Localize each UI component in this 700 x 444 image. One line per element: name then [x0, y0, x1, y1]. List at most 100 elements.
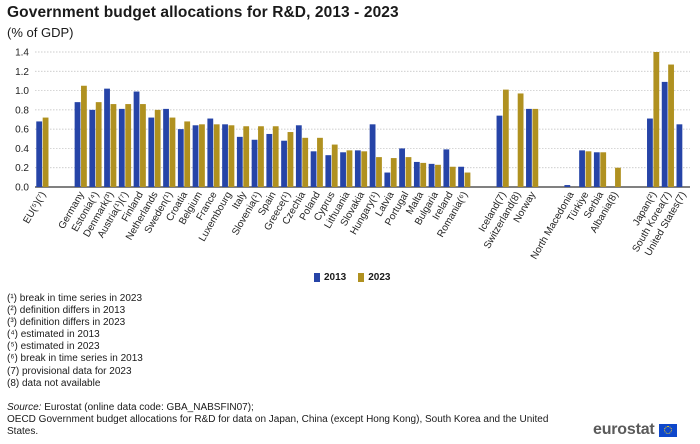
bar-2013: [177, 129, 184, 187]
bar-2023: [243, 126, 250, 187]
bar-2023: [435, 164, 441, 187]
bar-2013: [564, 185, 571, 187]
eu-flag-icon: [658, 423, 677, 437]
source-line-2: OECD Government budget allocations for R…: [7, 414, 549, 438]
bar-2023: [213, 124, 220, 187]
bar-2013: [384, 172, 391, 187]
x-axis-labels: EU(⁵)(⁷) GermanyEstonia(⁴)Denmark(³)Austr…: [21, 190, 688, 262]
legend: 2013 2023: [314, 272, 391, 283]
bar-2023: [272, 126, 279, 187]
bar-2023: [317, 137, 323, 187]
bar-2013: [281, 140, 287, 187]
bar-2023: [361, 151, 368, 187]
legend-item-2023: 2023: [358, 272, 391, 283]
chart-title: Government budget allocations for R&D, 2…: [7, 4, 399, 21]
y-tick-label: 0.4: [15, 144, 29, 155]
bar-2023: [532, 108, 539, 187]
bar-2013: [496, 115, 503, 187]
y-tick-label: 0.6: [15, 125, 29, 136]
bar-2023: [169, 117, 176, 187]
bar-2023: [228, 125, 235, 187]
legend-item-2013: 2013: [314, 272, 346, 283]
bar-2023: [346, 150, 353, 187]
footnote: (²) definition differs in 2013: [7, 305, 126, 317]
bar-2013: [325, 155, 332, 187]
bar-2013: [579, 150, 585, 187]
bar-2023: [517, 93, 524, 187]
bar-2013: [89, 109, 96, 187]
bar-2013: [74, 102, 81, 187]
bar-2013: [163, 108, 169, 187]
legend-swatch-2023: [358, 273, 365, 282]
y-axis-ticks: 0.0 0.2 0.4 0.6 0.8 1.0 1.2 1.4: [15, 48, 29, 194]
bar-2013: [340, 152, 346, 187]
bar-2013: [354, 150, 361, 187]
bar-2023: [302, 137, 309, 187]
bar-2023: [502, 89, 509, 187]
bar-2013: [310, 151, 317, 187]
y-tick-label: 0.0: [15, 183, 29, 194]
bar-2013: [104, 88, 110, 187]
y-tick-label: 1.2: [15, 67, 29, 78]
bar-2023: [376, 157, 382, 187]
bar-2023: [95, 102, 102, 187]
bar-2013: [192, 125, 199, 187]
bar-2013: [661, 81, 668, 187]
bar-2023: [653, 52, 660, 187]
bar-2013: [593, 152, 600, 187]
bar-2023: [42, 117, 49, 187]
bar-2013: [236, 136, 243, 187]
bars: [36, 52, 683, 187]
footnotes: (¹) break in time series in 2023 (²) def…: [7, 293, 143, 390]
y-tick-label: 0.8: [15, 105, 29, 116]
source-note: Source: Eurostat (online data code: GBA_…: [7, 402, 577, 439]
source-line-1: Eurostat (online data code: GBA_NABSFIN0…: [41, 402, 254, 413]
logo-text: eurostat: [593, 421, 655, 438]
bar-2013: [647, 118, 653, 187]
bar-2023: [125, 104, 132, 187]
bar-2013: [36, 121, 43, 187]
bar-2023: [464, 172, 471, 187]
eurostat-logo: eurostat: [593, 421, 677, 439]
bar-2013: [207, 118, 214, 187]
bar-2013: [458, 166, 464, 187]
bar-2013: [676, 124, 683, 187]
bar-2013: [428, 163, 435, 187]
footnote: (⁶) break in time series in 2013: [7, 353, 143, 365]
bar-2023: [331, 144, 338, 187]
bar-2013: [251, 139, 258, 187]
bar-2013: [148, 117, 155, 187]
footnote: (8) data not available: [7, 377, 101, 389]
legend-swatch-2013: [314, 273, 320, 282]
bar-2023: [154, 109, 161, 187]
footnote: (7) provisional data for 2023: [7, 365, 132, 377]
bar-chart: 0.0 0.2 0.4 0.6 0.8 1.0 1.2 1.4 EU(⁵)(⁷) Germany…: [15, 48, 690, 262]
bar-2023: [81, 85, 87, 187]
bar-2013: [413, 161, 420, 187]
bar-2013: [526, 108, 532, 187]
footnote: (¹) break in time series in 2023: [7, 293, 143, 304]
footnote: (⁵) estimated in 2023: [7, 341, 100, 353]
x-category-label: North Macedonia: [529, 190, 577, 262]
bar-2023: [258, 126, 264, 187]
bar-2013: [399, 148, 405, 187]
bar-2013: [118, 108, 125, 187]
chart-subtitle: (% of GDP): [7, 25, 74, 40]
footnote: (⁴) estimated in 2013: [7, 329, 100, 341]
bar-2013: [266, 133, 273, 187]
legend-label-2023: 2023: [368, 272, 391, 283]
bar-2023: [184, 121, 191, 187]
bar-2023: [600, 152, 607, 187]
bar-2013: [369, 124, 376, 187]
bar-2023: [615, 167, 621, 187]
bar-2023: [390, 158, 397, 187]
bar-2023: [199, 124, 205, 187]
bar-2023: [420, 162, 427, 187]
bar-2013: [222, 124, 228, 187]
bar-2023: [668, 64, 674, 187]
source-label: Source:: [7, 402, 42, 413]
y-tick-label: 1.0: [15, 86, 29, 97]
bar-2023: [405, 157, 412, 187]
bar-2023: [449, 166, 456, 187]
y-tick-label: 1.4: [15, 48, 29, 59]
